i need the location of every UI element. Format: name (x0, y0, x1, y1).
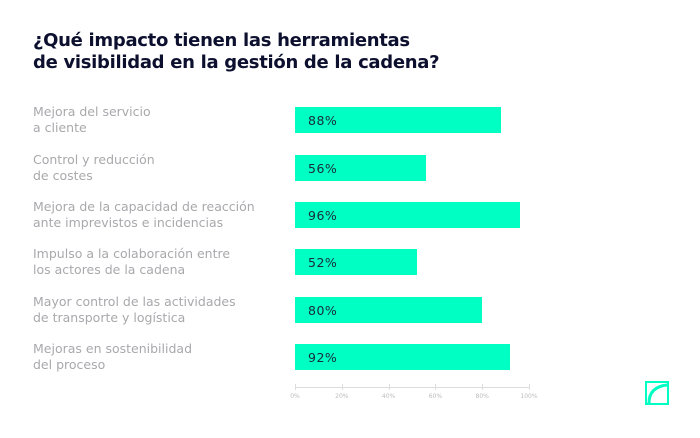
category-label: Mejora de la capacidad de reacción ante i… (33, 199, 283, 231)
bar: 56% (295, 155, 427, 181)
category-label: Mayor control de las actividades de trans… (33, 294, 283, 326)
category-label-line: Mayor control de las actividades (33, 294, 236, 309)
category-label-line: de costes (33, 168, 93, 183)
bar: 80% (295, 297, 483, 323)
x-tick-label: 20% (335, 393, 349, 400)
x-tick (388, 384, 390, 390)
category-label-line: los actores de la cadena (33, 262, 186, 277)
x-axis-line (295, 387, 529, 388)
x-tick (435, 384, 437, 390)
brand-logo-icon (645, 381, 669, 405)
x-tick (529, 384, 530, 390)
x-tick (341, 384, 343, 390)
x-tick (295, 384, 296, 390)
category-label-line: ante imprevistos e incidencias (33, 215, 224, 230)
category-label-line: de transporte y logística (33, 310, 186, 325)
bar: 52% (295, 249, 417, 275)
category-label-line: a cliente (33, 120, 87, 135)
x-tick-label: 60% (428, 393, 443, 400)
bar: 96% (295, 202, 520, 228)
data-label: 92% (308, 350, 338, 365)
category-label-line: del proceso (33, 357, 106, 372)
category-label: Impulso a la colaboración entre los actor… (33, 246, 283, 278)
data-label: 96% (308, 208, 338, 223)
category-label: Control y reducción de costes (33, 152, 283, 184)
data-label: 88% (308, 113, 338, 128)
x-tick-label: 100% (520, 393, 538, 400)
category-label-line: Control y reducción (33, 152, 155, 167)
category-label: Mejoras en sostenibilidad del proceso (33, 341, 283, 373)
category-label-line: Mejora de la capacidad de reacción (33, 199, 255, 214)
x-tick-label: 40% (381, 393, 396, 400)
bar: 92% (295, 344, 511, 370)
x-tick-label: 80% (475, 393, 489, 400)
category-label-line: Mejora del servicio (33, 104, 151, 119)
data-label: 56% (308, 161, 338, 176)
x-tick (482, 384, 484, 390)
category-label-line: Impulso a la colaboración entre (33, 246, 231, 261)
chart-title: ¿Qué impacto tienen las herramientas de … (33, 30, 440, 74)
title-line-1: ¿Qué impacto tienen las herramientas (33, 30, 410, 51)
bar: 88% (295, 107, 501, 133)
data-label: 80% (308, 303, 338, 318)
category-label-line: Mejoras en sostenibilidad (33, 341, 193, 356)
title-line-2: de visibilidad en la gestión de la caden… (33, 52, 440, 73)
x-tick-label: 0% (290, 393, 300, 400)
category-label: Mejora del servicio a cliente (33, 104, 283, 136)
data-label: 52% (308, 255, 338, 270)
